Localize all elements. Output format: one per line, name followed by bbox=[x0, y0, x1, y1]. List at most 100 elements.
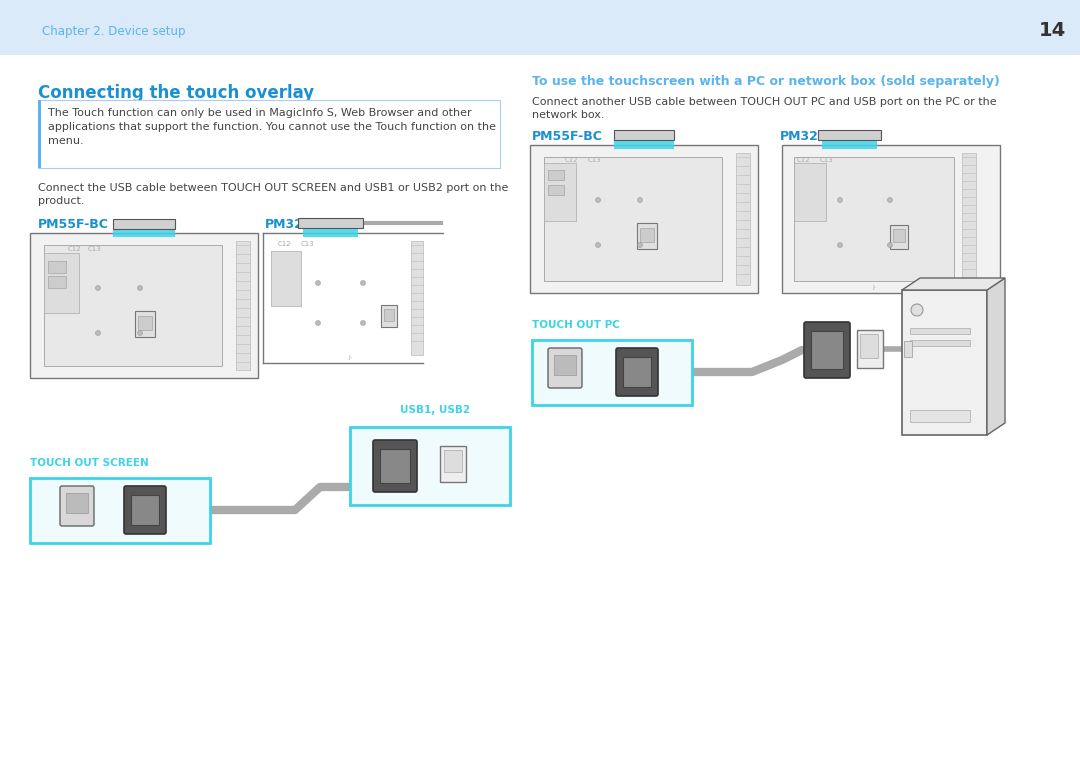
Bar bbox=[411, 241, 423, 355]
Text: C12: C12 bbox=[68, 246, 82, 252]
FancyBboxPatch shape bbox=[804, 322, 850, 378]
Polygon shape bbox=[987, 278, 1005, 435]
Bar bbox=[623, 357, 651, 387]
Bar bbox=[44, 253, 79, 313]
Bar bbox=[822, 137, 877, 149]
Text: Connect the USB cable between TOUCH OUT SCREEN and USB1 or USB2 port on the: Connect the USB cable between TOUCH OUT … bbox=[38, 183, 509, 193]
Bar bbox=[782, 145, 1000, 293]
Text: The Touch function can only be used in MagicInfo S, Web Browser and other: The Touch function can only be used in M… bbox=[48, 108, 472, 118]
Polygon shape bbox=[902, 278, 1005, 290]
Bar bbox=[298, 218, 363, 228]
Bar bbox=[858, 330, 883, 368]
Bar bbox=[544, 157, 723, 281]
Bar bbox=[44, 245, 222, 366]
Bar bbox=[135, 311, 156, 337]
Text: J-: J- bbox=[348, 355, 352, 360]
Text: C13: C13 bbox=[820, 157, 834, 163]
Circle shape bbox=[837, 198, 842, 202]
Bar bbox=[615, 137, 674, 149]
FancyBboxPatch shape bbox=[60, 486, 94, 526]
Bar bbox=[902, 290, 987, 435]
FancyBboxPatch shape bbox=[616, 348, 658, 396]
Circle shape bbox=[361, 320, 365, 326]
Text: network box.: network box. bbox=[532, 110, 605, 120]
Circle shape bbox=[95, 285, 100, 291]
Bar bbox=[113, 225, 175, 237]
Text: menu.: menu. bbox=[48, 136, 83, 146]
Bar bbox=[30, 478, 210, 543]
Circle shape bbox=[595, 198, 600, 202]
Bar bbox=[910, 328, 970, 334]
Circle shape bbox=[95, 330, 100, 336]
Bar bbox=[66, 493, 87, 513]
Bar bbox=[48, 276, 66, 288]
Bar bbox=[554, 355, 576, 375]
Text: Connecting the touch overlay: Connecting the touch overlay bbox=[38, 84, 314, 102]
Text: applications that support the function. You cannot use the Touch function on the: applications that support the function. … bbox=[48, 122, 496, 132]
FancyBboxPatch shape bbox=[548, 348, 582, 388]
Text: PM32F-BC: PM32F-BC bbox=[780, 130, 851, 143]
Text: Chapter 2. Device setup: Chapter 2. Device setup bbox=[42, 25, 186, 38]
Text: To use the touchscreen with a PC or network box (sold separately): To use the touchscreen with a PC or netw… bbox=[532, 75, 1000, 88]
Text: Connect another USB cable between TOUCH OUT PC and USB port on the PC or the: Connect another USB cable between TOUCH … bbox=[532, 97, 997, 107]
Bar bbox=[38, 100, 500, 168]
Bar bbox=[637, 223, 657, 249]
Circle shape bbox=[595, 243, 600, 247]
Bar bbox=[48, 261, 66, 273]
Text: USB1, USB2: USB1, USB2 bbox=[400, 405, 470, 415]
Circle shape bbox=[888, 243, 892, 247]
Text: TOUCH OUT SCREEN: TOUCH OUT SCREEN bbox=[30, 458, 149, 468]
Circle shape bbox=[315, 281, 321, 285]
Bar bbox=[904, 341, 912, 357]
Bar bbox=[303, 225, 357, 237]
Text: C13: C13 bbox=[87, 246, 102, 252]
Circle shape bbox=[837, 243, 842, 247]
Bar bbox=[544, 163, 576, 221]
Bar bbox=[440, 446, 465, 482]
Bar bbox=[350, 427, 510, 505]
Bar bbox=[532, 340, 692, 405]
Bar bbox=[530, 145, 758, 293]
Text: product.: product. bbox=[38, 196, 84, 206]
Bar bbox=[962, 153, 976, 285]
Circle shape bbox=[637, 243, 643, 247]
Bar bbox=[890, 225, 908, 249]
Bar bbox=[893, 229, 905, 242]
Text: PM55F-BC: PM55F-BC bbox=[532, 130, 603, 143]
Text: J-: J- bbox=[872, 285, 876, 290]
Bar bbox=[548, 185, 564, 195]
Bar bbox=[548, 170, 564, 180]
Circle shape bbox=[137, 285, 143, 291]
Bar bbox=[30, 233, 258, 378]
Bar bbox=[131, 495, 159, 525]
Text: 14: 14 bbox=[1038, 21, 1066, 40]
Bar bbox=[910, 340, 970, 346]
Circle shape bbox=[361, 281, 365, 285]
Bar bbox=[380, 449, 410, 483]
Text: C12: C12 bbox=[278, 241, 292, 247]
Text: C13: C13 bbox=[588, 157, 602, 163]
Bar bbox=[811, 331, 843, 369]
FancyBboxPatch shape bbox=[124, 486, 166, 534]
Circle shape bbox=[315, 320, 321, 326]
Bar bbox=[818, 130, 881, 140]
Bar bbox=[38, 100, 41, 168]
Text: PM55F-BC: PM55F-BC bbox=[38, 218, 109, 231]
Text: TOUCH OUT PC: TOUCH OUT PC bbox=[532, 320, 620, 330]
Circle shape bbox=[137, 330, 143, 336]
Bar bbox=[910, 410, 970, 422]
Bar bbox=[735, 153, 750, 285]
Bar bbox=[794, 157, 954, 281]
Circle shape bbox=[912, 304, 923, 316]
Bar bbox=[640, 228, 654, 242]
Text: C12: C12 bbox=[565, 157, 579, 163]
Bar bbox=[138, 316, 152, 330]
Text: C13: C13 bbox=[301, 241, 314, 247]
Bar bbox=[860, 334, 878, 358]
Bar bbox=[237, 241, 249, 370]
Bar bbox=[113, 219, 175, 229]
Bar bbox=[271, 251, 301, 306]
Bar bbox=[794, 163, 826, 221]
Circle shape bbox=[637, 198, 643, 202]
Bar bbox=[444, 450, 462, 472]
